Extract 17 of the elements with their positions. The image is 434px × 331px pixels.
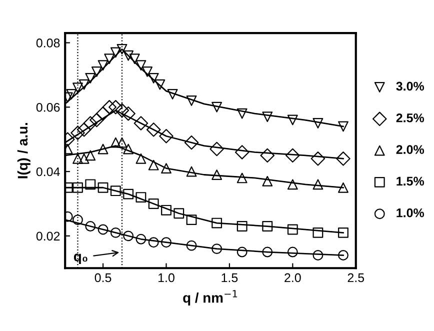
annotation: q₀ [74,254,88,264]
y-tick-label: 0.02 [36,232,60,241]
y-tick-label: 0.04 [36,167,60,176]
legend-label: 1.5% [396,176,424,186]
legend-label: 2.0% [396,145,424,154]
x-tick-label: 2.5 [348,273,364,282]
x-tick-label: 1.0 [158,273,174,282]
legend-label: 1.0% [396,208,424,218]
legend-label: 2.5% [396,113,424,122]
y-tick-label: 0.06 [36,102,60,112]
x-tick-label: 2.0 [284,273,301,282]
y-axis-title: I(q) / a.u. [17,123,30,178]
x-axis-title: q / nm$^{−1}$ [183,290,238,306]
legend-label: 3.0% [396,82,424,91]
x-tick-label: 0.5 [94,273,112,282]
y-tick-label: 0.08 [36,38,60,48]
x-tick-label: 1.5 [222,273,238,282]
